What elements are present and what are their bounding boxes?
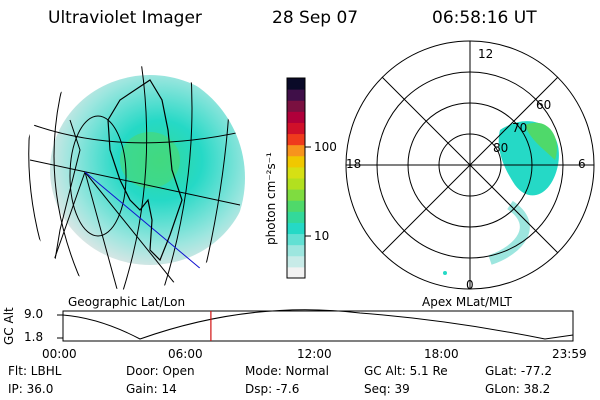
colorbar-segment — [287, 189, 305, 201]
info-glon: GLon: 38.2 — [485, 382, 551, 396]
time-label: 06:58:16 UT — [432, 8, 537, 28]
mlat-label-80: 80 — [493, 141, 509, 155]
colorbar-tick-100: 100 — [314, 140, 337, 154]
colorbar-segment — [287, 144, 305, 157]
timeline-y-tick-1.8: 1.8 — [24, 330, 44, 344]
colorbar-segment — [287, 155, 305, 168]
info-door: Door: Open — [126, 364, 195, 378]
timeline-x-tick-0000: 00:00 — [42, 347, 77, 361]
auroral-oval-night — [488, 200, 530, 265]
mlt-label-12: 12 — [478, 47, 494, 61]
colorbar-segment — [287, 233, 305, 246]
timeline-y-label: GC Alt — [2, 307, 16, 345]
auroral-oval-peak — [525, 122, 557, 160]
mlat-label-60: 60 — [536, 98, 552, 112]
colorbar-segment — [287, 89, 305, 101]
instrument-title: Ultraviolet Imager — [48, 8, 202, 28]
info-mode: Mode: Normal — [245, 364, 329, 378]
info-ip: IP: 36.0 — [8, 382, 54, 396]
mlt-label-6: 6 — [578, 157, 586, 171]
colorbar-segment — [287, 100, 305, 112]
polar-panel-label: Apex MLat/MLT — [422, 295, 512, 309]
info-flt: Flt: LBHL — [8, 364, 62, 378]
colorbar-segment — [287, 244, 305, 257]
colorbar-segment — [287, 111, 305, 123]
mlt-label-18: 18 — [346, 157, 362, 171]
colorbar-segment — [287, 211, 305, 223]
colorbar-segment — [287, 133, 305, 146]
colorbar-segment — [287, 255, 305, 268]
coastline — [107, 79, 183, 262]
emission-core — [120, 132, 180, 188]
coastline-west — [54, 119, 81, 261]
timeline-x-tick-1200: 12:00 — [297, 347, 332, 361]
polar-map — [345, 40, 595, 290]
timeline-plot — [57, 309, 574, 342]
timeline-x-tick-0600: 06:00 — [168, 347, 203, 361]
geographic-map — [21, 66, 245, 290]
date-label: 28 Sep 07 — [272, 8, 359, 28]
colorbar-segment — [287, 178, 305, 190]
colorbar — [286, 77, 311, 279]
colorbar-segment — [287, 266, 305, 279]
mlat-label-70: 70 — [512, 121, 528, 135]
geo-panel-label: Geographic Lat/Lon — [68, 295, 186, 309]
info-glat: GLat: -77.2 — [485, 364, 552, 378]
polar-grid — [345, 40, 595, 290]
colorbar-tick-10: 10 — [314, 229, 330, 243]
track-line — [84, 171, 221, 286]
colorbar-unit: photon cm⁻²s⁻¹ — [264, 152, 278, 245]
colorbar-segment — [287, 166, 305, 179]
colorbar-segment — [287, 122, 305, 135]
timeline-x-tick-1800: 18:00 — [424, 347, 459, 361]
info-dsp: Dsp: -7.6 — [245, 382, 300, 396]
colorbar-segment — [287, 200, 305, 212]
colorbar-segment — [287, 222, 305, 235]
info-gcalt: GC Alt: 5.1 Re — [364, 364, 448, 378]
info-seq: Seq: 39 — [364, 382, 410, 396]
altitude-curve — [62, 309, 574, 340]
polar-point — [443, 271, 447, 275]
mlt-label-0: 0 — [466, 278, 474, 292]
timeline-x-tick-2359: 23:59 — [552, 347, 587, 361]
info-gain: Gain: 14 — [126, 382, 177, 396]
timeline-y-tick-9: 9.0 — [24, 307, 44, 321]
colorbar-segment — [287, 78, 305, 90]
